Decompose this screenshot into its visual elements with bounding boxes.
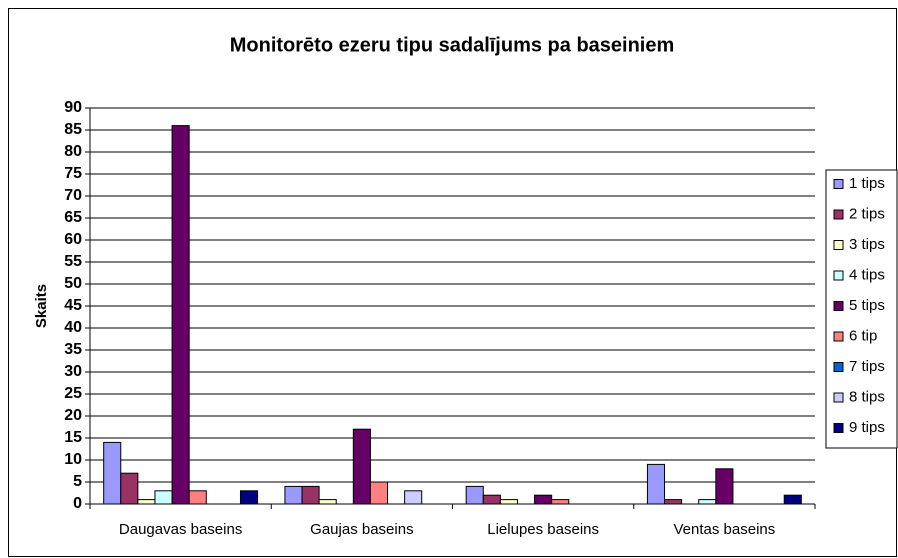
y-tick-label: 65 <box>64 209 82 226</box>
legend-label: 3 tips <box>849 236 885 253</box>
legend-swatch <box>833 209 844 220</box>
bar <box>284 485 303 505</box>
bar <box>120 472 139 505</box>
y-tick-label: 80 <box>64 143 82 160</box>
y-axis-label: Skaits <box>33 284 50 328</box>
bar <box>646 463 666 505</box>
y-tick-label: 75 <box>64 165 82 182</box>
y-tick-label: 20 <box>64 407 82 424</box>
y-tick-label: 10 <box>64 451 82 468</box>
legend-label: 9 tips <box>849 419 885 436</box>
y-tick-label: 70 <box>64 187 82 204</box>
bar <box>715 468 734 505</box>
y-tick-label: 35 <box>64 341 82 358</box>
y-tick-label: 55 <box>64 253 82 270</box>
bar <box>551 499 570 505</box>
legend-label: 4 tips <box>849 266 885 283</box>
y-tick-label: 0 <box>73 495 82 512</box>
legend-label: 5 tips <box>849 297 885 314</box>
y-tick-label: 15 <box>64 429 82 446</box>
y-tick-label: 25 <box>64 385 82 402</box>
legend-swatch <box>833 423 844 433</box>
legend-swatch <box>833 362 844 372</box>
bar <box>698 499 717 505</box>
bar <box>369 481 389 505</box>
x-tick-label: Lielupes baseins <box>487 521 599 538</box>
legend-swatch <box>833 301 844 311</box>
legend-label: 8 tips <box>849 388 885 405</box>
x-tick-label: Ventas baseins <box>674 521 776 538</box>
bar <box>239 490 259 505</box>
legend-swatch <box>833 331 844 342</box>
bar <box>154 490 173 505</box>
bar <box>301 485 320 505</box>
y-tick-label: 85 <box>64 121 82 138</box>
bar <box>499 499 518 505</box>
bar <box>482 494 501 505</box>
legend-swatch <box>833 270 844 281</box>
legend-swatch <box>833 392 844 403</box>
y-tick-label: 40 <box>64 319 82 336</box>
y-tick-label: 45 <box>64 297 82 314</box>
bar <box>664 499 683 505</box>
y-tick-label: 5 <box>73 473 82 490</box>
y-tick-label: 90 <box>64 99 82 116</box>
y-tick-label: 30 <box>64 363 82 380</box>
bar <box>137 499 156 505</box>
bar <box>103 441 122 505</box>
legend-label: 7 tips <box>849 358 885 375</box>
bar <box>783 494 802 505</box>
y-tick-label: 50 <box>64 275 82 292</box>
bar <box>352 428 371 505</box>
bar <box>534 494 553 505</box>
legend-label: 1 tips <box>849 175 885 192</box>
legend-swatch <box>833 179 844 189</box>
x-tick-label: Daugavas baseins <box>119 521 242 538</box>
bar <box>465 485 484 505</box>
bar <box>171 125 190 505</box>
bar <box>404 490 423 505</box>
x-tick-label: Gaujas baseins <box>310 521 413 538</box>
legend-swatch <box>833 240 844 250</box>
bar <box>188 490 207 505</box>
y-tick-label: 60 <box>64 231 82 248</box>
bar <box>318 499 337 505</box>
legend-label: 2 tips <box>849 205 885 222</box>
legend-label: 6 tip <box>849 327 877 344</box>
chart-title: Monitorēto ezeru tipu sadalījums pa base… <box>230 34 675 56</box>
